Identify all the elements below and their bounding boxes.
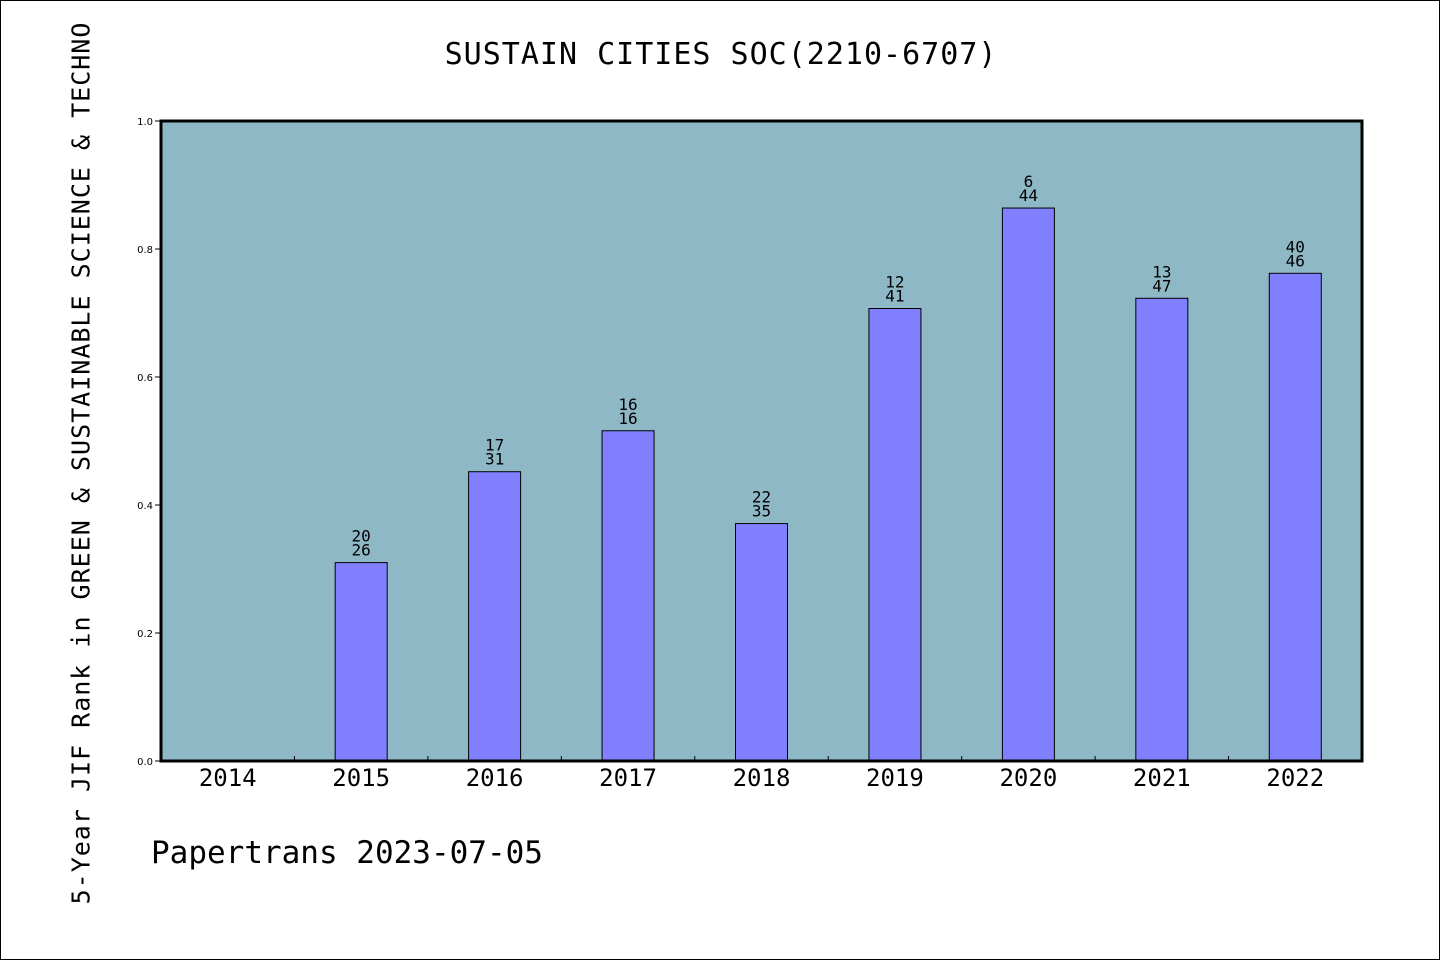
y-tick-label: 0.8 (137, 245, 153, 256)
bar-label-top: 17 (485, 436, 504, 455)
y-tick-label: 0.6 (137, 373, 153, 384)
y-tick-label: 1.0 (137, 117, 153, 128)
bar-label-bottom: 26 (352, 541, 371, 560)
bar (735, 523, 788, 762)
plot-border (159, 119, 1364, 763)
x-tick-label: 2015 (332, 764, 390, 792)
bar-label-bottom: 35 (752, 502, 771, 521)
x-tick-label: 2017 (599, 764, 657, 792)
bar-label-top: 13 (1152, 262, 1171, 281)
bar-label-bottom: 46 (1286, 251, 1305, 270)
bar-label-bottom: 31 (485, 450, 504, 469)
footer-text: Papertrans 2023-07-05 (151, 835, 543, 871)
y-tick-label: 0.4 (137, 501, 153, 512)
bar-label-top: 22 (752, 488, 771, 507)
bar (468, 471, 522, 762)
x-tick-label: 2014 (199, 764, 257, 792)
bar (1268, 272, 1322, 762)
x-tick-label: 2020 (999, 764, 1057, 792)
y-tick-label: 0.2 (137, 629, 153, 640)
x-tick-label: 2018 (733, 764, 791, 792)
bar-label-bottom: 41 (885, 287, 904, 306)
chart-title: SUSTAIN CITIES SOC(2210-6707) (444, 37, 998, 72)
x-tick-label: 2022 (1266, 764, 1324, 792)
bar (601, 430, 655, 762)
bar-label-bottom: 47 (1152, 276, 1171, 295)
bar-label-bottom: 16 (618, 409, 637, 428)
x-tick-label: 2019 (866, 764, 924, 792)
bar-label-top: 6 (1024, 172, 1034, 191)
bar (1135, 297, 1189, 762)
y-tick-label: 0.0 (137, 757, 153, 768)
bar (1001, 207, 1055, 762)
bar-label-top: 12 (885, 273, 904, 292)
x-tick-label: 2016 (466, 764, 524, 792)
bar-label-bottom: 44 (1019, 186, 1038, 205)
bar (868, 308, 922, 762)
bar-label-top: 40 (1286, 237, 1305, 256)
x-tick-label: 2021 (1133, 764, 1191, 792)
bar-label-top: 20 (352, 527, 371, 546)
bar (334, 562, 388, 762)
bar-label-top: 16 (618, 395, 637, 414)
